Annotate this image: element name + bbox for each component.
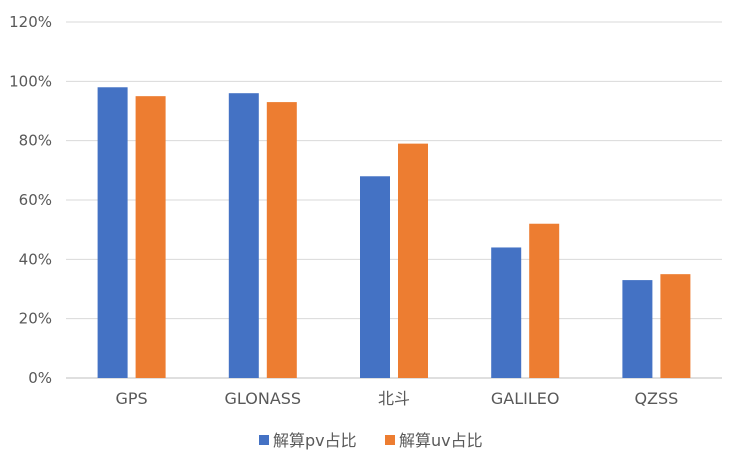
gridlines [66, 21, 722, 379]
bar-uv-2 [398, 143, 428, 378]
bar-pv-1 [228, 93, 259, 378]
legend: 解算pv占比 解算uv占比 [259, 431, 483, 450]
bar-pv-4 [622, 280, 653, 378]
x-category-label: GALILEO [491, 389, 560, 408]
legend-swatch [259, 435, 269, 445]
y-axis-tick-labels: 0% 20% 40% 60% 80% 100% 120% [9, 13, 52, 387]
legend-label: 解算uv占比 [399, 431, 483, 450]
x-category-label: QZSS [634, 389, 678, 408]
y-tick-label: 120% [9, 13, 52, 31]
x-axis-category-labels: GPS GLONASS 北斗 GALILEO QZSS [115, 389, 678, 408]
x-category-label: GLONASS [225, 389, 302, 408]
bar-pv-2 [360, 176, 390, 378]
bars [97, 87, 691, 379]
bar-uv-1 [266, 102, 297, 378]
bar-pv-3 [491, 247, 522, 378]
y-tick-label: 100% [9, 72, 52, 90]
y-tick-label: 20% [19, 310, 52, 328]
y-tick-label: 60% [19, 191, 52, 209]
y-tick-label: 0% [28, 369, 52, 387]
y-tick-label: 40% [19, 250, 52, 268]
bar-uv-0 [135, 96, 166, 379]
x-category-label: 北斗 [378, 389, 410, 408]
legend-swatch [385, 435, 395, 445]
legend-label: 解算pv占比 [273, 431, 357, 450]
y-tick-label: 80% [19, 132, 52, 150]
x-category-label: GPS [115, 389, 147, 408]
bar-uv-4 [660, 274, 691, 378]
bar-pv-0 [97, 87, 128, 379]
bar-uv-3 [529, 223, 560, 378]
